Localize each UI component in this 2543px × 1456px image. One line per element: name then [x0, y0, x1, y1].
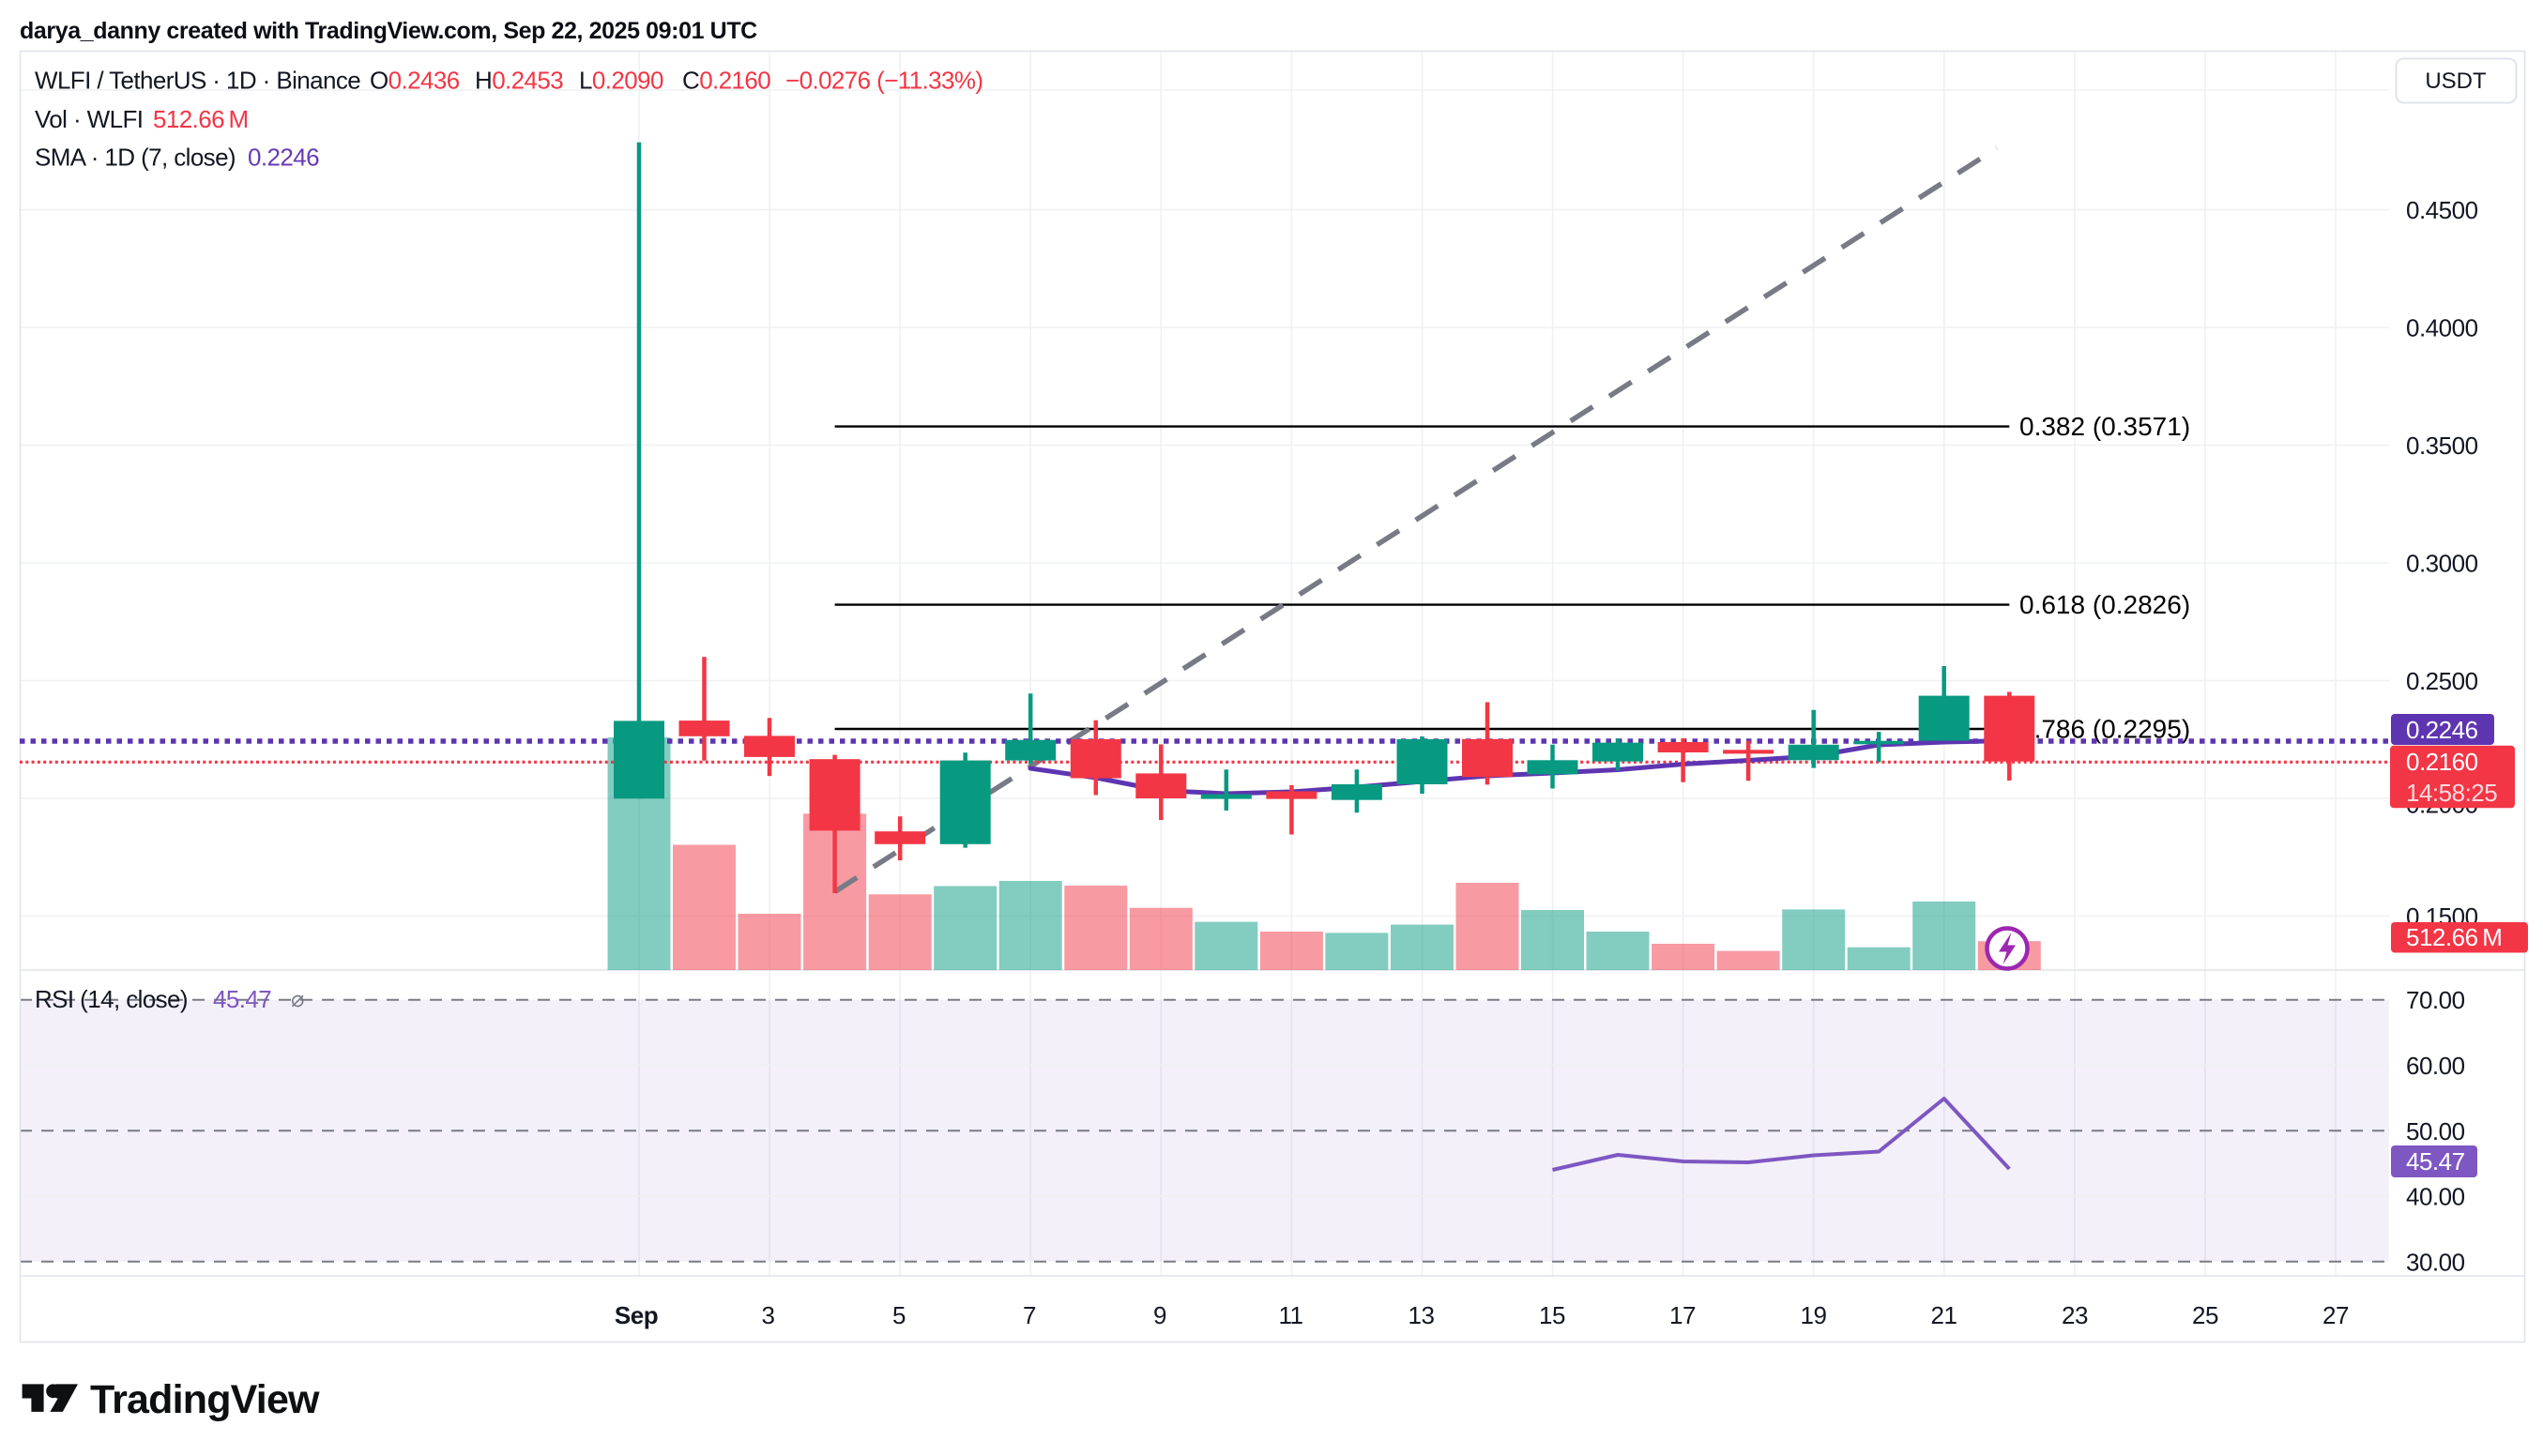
svg-text:RSI (14, close)45.47: RSI (14, close) 45.47	[35, 985, 271, 1013]
svg-text:Sep: Sep	[615, 1301, 658, 1329]
svg-text:13: 13	[1409, 1301, 1435, 1329]
svg-text:60.00: 60.00	[2406, 1052, 2465, 1080]
svg-text:9: 9	[1153, 1301, 1166, 1329]
svg-text:0.3000: 0.3000	[2406, 550, 2478, 578]
svg-text:0.618 (0.2826): 0.618 (0.2826)	[2019, 590, 2190, 619]
svg-text:512.66 M: 512.66 M	[2406, 923, 2502, 951]
svg-text:30.00: 30.00	[2406, 1248, 2465, 1276]
svg-text:17: 17	[1669, 1301, 1696, 1329]
svg-text:3: 3	[762, 1301, 775, 1329]
svg-text:darya_danny created with Tradi: darya_danny created with TradingView.com…	[20, 18, 757, 44]
svg-text:40.00: 40.00	[2406, 1183, 2465, 1211]
svg-text:0.4000: 0.4000	[2406, 314, 2478, 342]
svg-text:11: 11	[1279, 1301, 1303, 1329]
svg-text:50.00: 50.00	[2406, 1117, 2465, 1145]
svg-text:TradingView: TradingView	[90, 1377, 320, 1422]
svg-text:WLFI / TetherUS · 1D · Binance: WLFI / TetherUS · 1D · Binance O0.2436 H0.…	[35, 67, 982, 95]
svg-text:0.382 (0.3571): 0.382 (0.3571)	[2019, 412, 2190, 441]
svg-text:5: 5	[892, 1301, 906, 1329]
svg-text:45.47: 45.47	[2406, 1147, 2465, 1175]
svg-text:15: 15	[1539, 1301, 1565, 1329]
svg-text:0.2160: 0.2160	[2406, 748, 2478, 776]
svg-text:USDT: USDT	[2425, 68, 2487, 94]
svg-text:23: 23	[2062, 1301, 2088, 1329]
svg-text:27: 27	[2322, 1301, 2349, 1329]
svg-text:0.2500: 0.2500	[2406, 667, 2478, 695]
svg-text:7: 7	[1023, 1301, 1036, 1329]
svg-text:70.00: 70.00	[2406, 986, 2465, 1014]
svg-text:19: 19	[1801, 1301, 1827, 1329]
svg-text:21: 21	[1931, 1301, 1957, 1329]
svg-text:14:58:25: 14:58:25	[2406, 779, 2497, 807]
svg-text:25: 25	[2192, 1301, 2218, 1329]
svg-text:0.3500: 0.3500	[2406, 432, 2478, 460]
svg-text:SMA · 1D (7, close)0.2246: SMA · 1D (7, close) 0.2246	[35, 144, 319, 172]
svg-text:⌀: ⌀	[291, 987, 304, 1012]
svg-text:0.4500: 0.4500	[2406, 196, 2478, 224]
svg-text:0.2246: 0.2246	[2406, 716, 2478, 744]
